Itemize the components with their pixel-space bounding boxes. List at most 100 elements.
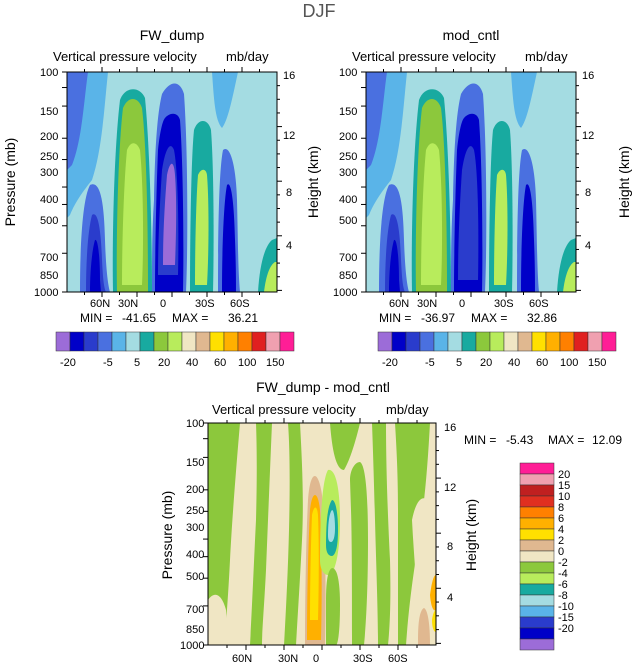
colorbar-bin [519, 484, 555, 497]
panel-title: FW_dump - mod_cntl [256, 379, 390, 395]
ytick-label: 150 [186, 457, 204, 469]
colorbar-bin [279, 331, 295, 352]
height-tick-label: 16 [444, 422, 456, 434]
ytick-label: 400 [40, 194, 58, 206]
height-axis-label: Height (km) [616, 146, 632, 218]
colorbar-label: -20 [60, 357, 76, 369]
panel-subtitle-right: mb/day [226, 49, 269, 64]
colorbar-bin [111, 331, 127, 352]
min-label: MIN = [80, 311, 112, 325]
contour-neg-band-4 [350, 462, 368, 645]
colorbar-label: 5 [456, 357, 462, 369]
colorbar-bin [167, 331, 183, 352]
colorbar-label: 40 [186, 357, 198, 369]
ytick-label: 500 [40, 215, 58, 227]
ytick-label: 850 [186, 624, 204, 636]
min-label: MIN = [379, 311, 411, 325]
colorbar-bin [519, 605, 555, 618]
colorbar-label: 4 [558, 524, 564, 536]
colorbar-bin [519, 583, 555, 596]
ytick-label: 1000 [34, 287, 58, 299]
colorbar-bin [489, 331, 505, 352]
ytick-label: 500 [339, 215, 357, 227]
ytick-label: 400 [186, 549, 204, 561]
colorbar-label: -20 [382, 357, 398, 369]
x-axis: 60N 30N 0 30S 60S [389, 298, 549, 310]
colorbar-label: 150 [266, 357, 284, 369]
contour-itcz-lime [421, 143, 443, 285]
height-tick-label: 4 [447, 592, 453, 604]
contour-pos-west-1 [208, 594, 228, 645]
colorbar-label: 8 [558, 502, 564, 514]
max-label: MAX = [172, 311, 208, 325]
xtick-label: 60S [230, 298, 250, 310]
colorbar-bin [419, 331, 435, 352]
colorbar-bin [519, 495, 555, 508]
colorbar-bin [405, 331, 421, 352]
contour-eq-midblue [458, 146, 479, 280]
panel-subtitle-left: Vertical pressure velocity [53, 49, 197, 64]
contour-sh-desc-core [521, 184, 535, 292]
figure-title: DJF [303, 1, 336, 21]
colorbar-bin [519, 462, 555, 475]
max-value: 36.21 [228, 311, 258, 325]
min-label: MIN = [464, 433, 496, 447]
colorbar-bin [377, 331, 393, 352]
colorbar-bin [97, 331, 113, 352]
panel-subtitle-right: mb/day [525, 49, 568, 64]
ytick-label: 700 [40, 252, 58, 264]
ytick-label: 700 [339, 252, 357, 264]
colorbar-bin [503, 331, 519, 352]
colorbar-bin [433, 331, 449, 352]
height-tick-label: 8 [286, 187, 292, 199]
contour-east-edge-yellow [432, 610, 436, 632]
colorbar-label: 2 [558, 535, 564, 547]
ytick-label: 500 [186, 571, 204, 583]
height-tick-label: 8 [447, 541, 453, 553]
contour-neg-band-2 [250, 423, 272, 645]
ytick-label: 300 [339, 167, 357, 179]
colorbar-label: 150 [588, 357, 606, 369]
height-tick-label: 16 [582, 70, 594, 82]
height-tick-label: 12 [444, 482, 456, 494]
stats: MIN = -41.65 MAX = 36.21 [80, 311, 258, 325]
colorbar: -20 -5 5 20 40 60 100 150 [377, 331, 617, 369]
xtick-label: 0 [313, 653, 319, 664]
contour-neg-band-3 [284, 423, 303, 645]
height-tick-label: 12 [582, 130, 594, 142]
ytick-label: 200 [40, 131, 58, 143]
contour-eq-purple [163, 163, 177, 265]
colorbar-bin [559, 331, 575, 352]
panel-subtitle-left: Vertical pressure velocity [352, 49, 496, 64]
colorbar-label: 100 [238, 357, 256, 369]
colorbar-bin [519, 572, 555, 585]
colorbar-label: 20 [480, 357, 492, 369]
colorbar-bin [519, 539, 555, 552]
colorbar-bin [573, 331, 589, 352]
colorbar-bin [251, 331, 267, 352]
colorbar-bin [545, 331, 561, 352]
contour-neg-center-light [328, 510, 335, 542]
axis-ticks [62, 67, 581, 650]
xtick-label: 30S [353, 653, 373, 664]
ytick-label: 200 [186, 484, 204, 496]
xtick-label: 60N [389, 298, 409, 310]
colorbar-label: 6 [558, 513, 564, 525]
xtick-label: 30S [195, 298, 215, 310]
ytick-label: 400 [339, 194, 357, 206]
xtick-label: 30N [417, 298, 437, 310]
xtick-label: 60S [388, 653, 408, 664]
panel-fw-dump: FW_dump Vertical pressure velocity mb/da… [2, 27, 321, 369]
colorbar-bin [447, 331, 463, 352]
colorbar-label: 60 [536, 357, 548, 369]
panel-title: mod_cntl [443, 27, 500, 43]
colorbar-label: 10 [558, 491, 570, 503]
contour-east-edge-orange [430, 575, 436, 611]
colorbar-bin [519, 627, 555, 640]
xtick-label: 60N [232, 653, 252, 664]
colorbar-bin [125, 331, 141, 352]
contour-neg-band-5 [372, 423, 391, 645]
stats: MIN = -5.43 MAX = 12.09 [464, 433, 622, 447]
panel-mod-cntl: mod_cntl Vertical pressure velocity mb/d… [333, 27, 632, 369]
